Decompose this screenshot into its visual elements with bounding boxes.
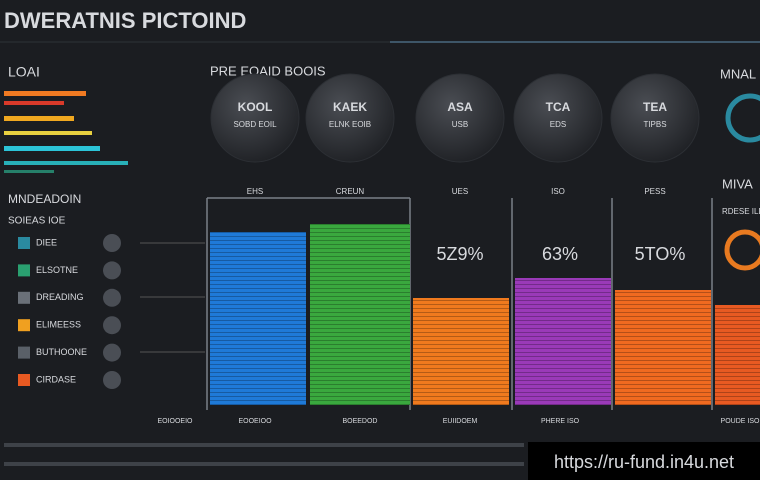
panel-caption: RDESE ILDE — [722, 207, 760, 216]
column-value: 5Z9% — [436, 244, 483, 264]
info-circle — [210, 73, 300, 163]
column-label: EOIOOEIO — [157, 418, 193, 425]
progress-bars — [4, 91, 128, 173]
progress-bar — [4, 161, 128, 165]
column-head: EHS — [247, 187, 263, 196]
row-badge — [103, 316, 121, 335]
row-badge — [103, 288, 121, 307]
progress-bar — [4, 91, 86, 96]
columns — [210, 224, 760, 405]
column-texture — [210, 232, 306, 405]
circle-sublabel: TIPBS — [643, 120, 666, 129]
info-circle — [513, 73, 603, 163]
circle-label: TCA — [546, 100, 571, 114]
list: DIEE ELSOTNE DREADING ELIMEESS BUTHOONE CIRDA… — [18, 234, 121, 389]
ring — [725, 93, 760, 143]
ring — [724, 229, 760, 271]
row-icon — [18, 291, 30, 304]
column-label: PHERE ISO — [541, 418, 580, 425]
watermark: https://ru-fund.in4u.net — [554, 452, 734, 472]
circle-label: TEA — [643, 100, 667, 114]
circle-sublabel: SOBD EOIL — [233, 120, 277, 129]
info-circle — [610, 73, 700, 163]
column-texture — [413, 298, 509, 405]
circle-label: ASA — [447, 100, 473, 114]
column-texture — [615, 290, 711, 405]
panel-title: LOAI — [8, 64, 40, 80]
column-head: CREUN — [336, 187, 365, 196]
column-head: PESS — [644, 187, 665, 196]
column-label: EOOEIOO — [238, 418, 272, 425]
column-texture — [310, 224, 410, 405]
column-value: 63% — [542, 244, 578, 264]
row-icon — [18, 374, 30, 386]
circle-sublabel: USB — [452, 120, 468, 129]
column-texture — [515, 278, 611, 405]
circle-sublabel: EDS — [550, 120, 566, 129]
row-label: BUTHOONE — [36, 347, 87, 357]
column-label: BOEEDOD — [342, 418, 377, 425]
progress-bar — [4, 131, 92, 135]
progress-bar — [4, 146, 100, 151]
row-icon — [18, 264, 30, 277]
row-label: CIRDASE — [36, 374, 76, 384]
row-label: ELSOTNE — [36, 265, 78, 275]
panel-subtitle: MNDEADOIN — [8, 192, 81, 206]
footer-lines — [4, 443, 524, 466]
info-circle — [415, 73, 505, 163]
row-label: ELIMEESS — [36, 320, 81, 330]
section-title: PRE EOAID BOOIS — [210, 63, 326, 78]
row-icon — [18, 346, 30, 359]
page-title: DWERATNIS PICTOIND — [4, 8, 246, 33]
circle-label: KAEK — [333, 100, 367, 114]
column-head: UES — [452, 187, 468, 196]
circle-group: KOOL SOBD EOIL EHS KAEK ELNK EOIB CREUN ASA USB… — [210, 73, 700, 196]
info-circle — [305, 73, 395, 163]
circle-label: KOOL — [238, 100, 273, 114]
column-value: 5TO% — [635, 244, 686, 264]
row-badge — [103, 234, 121, 252]
panel-title: MNAL — [720, 66, 756, 81]
panel-subtitle: MIVA — [722, 176, 753, 191]
panel-caption: SOIEAS IOE — [8, 216, 66, 227]
row-label: DREADING — [36, 292, 84, 302]
row-badge — [103, 343, 121, 362]
column-head: ISO — [551, 187, 565, 196]
row-icon — [18, 237, 30, 249]
row-badge — [103, 371, 121, 389]
column-labels: 5Z9% 63% 5TO% EOIOOEIO EOOEIOO BOEEDOD EUIIDOE… — [157, 244, 760, 425]
circle-sublabel: ELNK EOIB — [329, 120, 371, 129]
column-label: POUDE ISO — [721, 418, 760, 425]
row-label: DIEE — [36, 237, 57, 247]
column-label: EUIIDOEM — [443, 418, 478, 425]
progress-bar — [4, 116, 74, 121]
progress-bar — [4, 170, 54, 173]
progress-bar — [4, 101, 64, 105]
row-icon — [18, 319, 30, 332]
column-texture — [715, 305, 760, 405]
watermark-box — [528, 442, 760, 480]
row-badge — [103, 261, 121, 280]
